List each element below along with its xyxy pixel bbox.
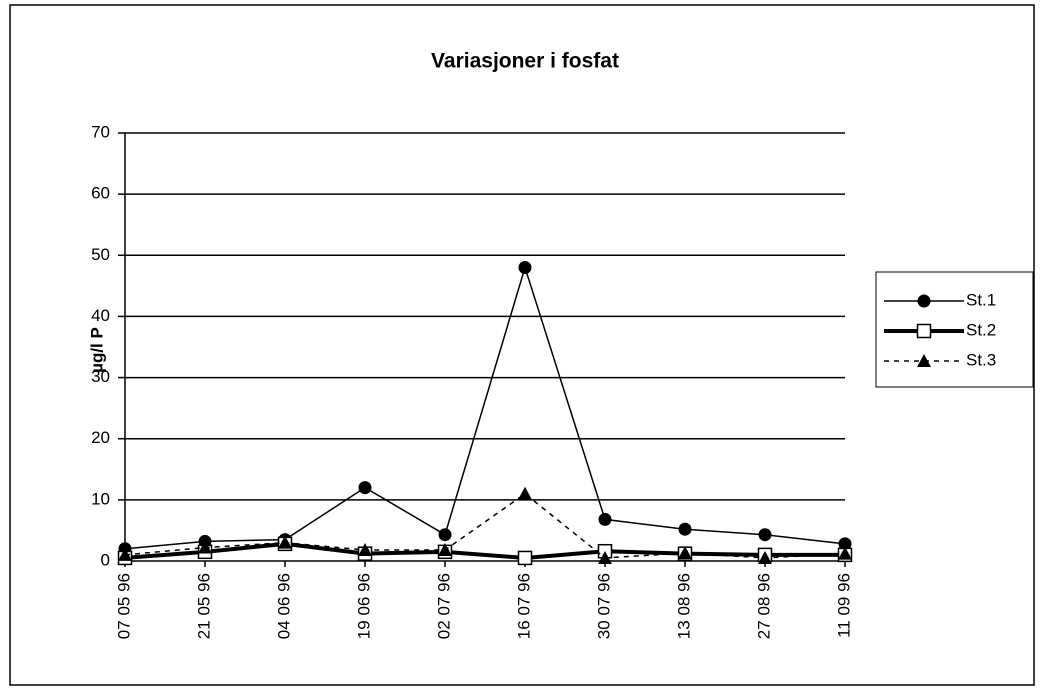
data-point [678, 522, 692, 536]
legend-label: St.1 [966, 290, 996, 309]
chart-title: Variasjoner i fosfat [431, 50, 619, 73]
series-line [124, 264, 846, 550]
series-line [124, 492, 846, 559]
x-tick-label: 21 05 96 [194, 573, 213, 639]
legend-marker [916, 323, 932, 339]
x-tick-label: 04 06 96 [274, 573, 293, 639]
x-tick-label: 16 07 96 [514, 573, 533, 639]
legend-label: St.2 [966, 320, 996, 339]
series-line [124, 541, 845, 560]
y-tick-label: 30 [91, 367, 110, 386]
x-tick-label: 13 08 96 [674, 573, 693, 639]
data-point [758, 550, 772, 564]
data-point [517, 550, 533, 566]
y-axis-label: µg/l P [87, 327, 106, 373]
data-point [598, 512, 612, 526]
data-point [518, 261, 532, 275]
y-tick-label: 0 [101, 550, 110, 569]
data-point [838, 537, 852, 551]
legend-marker [917, 294, 931, 308]
x-tick-label: 19 06 96 [354, 573, 373, 639]
x-tick-label: 30 07 96 [594, 573, 613, 639]
y-tick-label: 50 [91, 245, 110, 264]
data-point [278, 535, 292, 549]
legend-label: St.3 [966, 350, 996, 369]
y-tick-label: 60 [91, 184, 110, 203]
data-point [758, 528, 772, 542]
data-point [438, 528, 452, 542]
y-tick-label: 10 [91, 489, 110, 508]
x-tick-label: 27 08 96 [754, 573, 773, 639]
y-tick-label: 40 [91, 306, 110, 325]
data-point [358, 481, 372, 495]
data-point [438, 542, 452, 556]
data-point [678, 546, 692, 560]
data-point [598, 550, 612, 564]
y-tick-label: 20 [91, 428, 110, 447]
legend-marker [917, 354, 931, 367]
y-tick-label: 70 [91, 122, 110, 141]
x-tick-label: 02 07 96 [434, 573, 453, 639]
chart-frame [9, 4, 1035, 686]
data-point [118, 547, 132, 561]
data-point [838, 546, 852, 560]
data-point [518, 486, 532, 500]
x-tick-label: 11 09 96 [834, 573, 853, 638]
x-tick-label: 07 05 96 [114, 573, 133, 639]
data-point [358, 542, 372, 556]
data-point [198, 540, 212, 554]
